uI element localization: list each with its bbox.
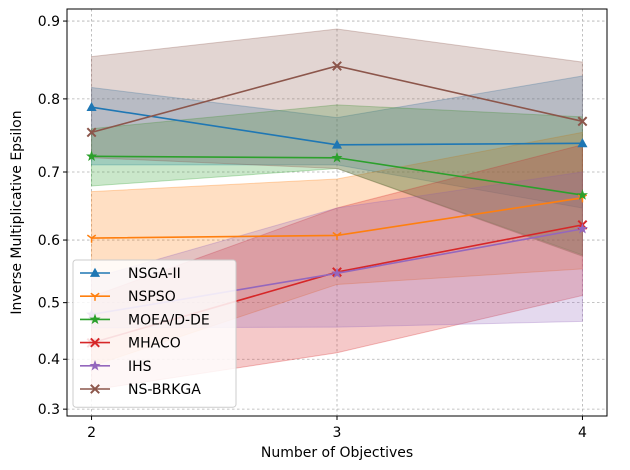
band-2 bbox=[91, 104, 583, 256]
legend-marker bbox=[89, 267, 101, 277]
data-point-4-2 bbox=[576, 223, 588, 234]
x-tick-label: 4 bbox=[578, 425, 587, 441]
y-tick-label: 0.3 bbox=[38, 402, 60, 418]
y-tick-label: 0.5 bbox=[38, 296, 60, 312]
y-tick-label: 0.7 bbox=[38, 165, 60, 181]
data-point-1-0 bbox=[86, 234, 97, 243]
data-point-2-2 bbox=[576, 189, 588, 200]
data-point-2-1 bbox=[331, 151, 343, 163]
legend-entry: NSGA-II bbox=[80, 266, 181, 282]
legend-label: NSGA-II bbox=[128, 266, 181, 282]
y-tick-label: 0.4 bbox=[38, 352, 60, 368]
legend-label: IHS bbox=[128, 359, 152, 375]
legend-label: MOEA/D-DE bbox=[128, 312, 210, 328]
legend-entry: MOEA/D-DE bbox=[80, 312, 210, 328]
data-point-5-2 bbox=[577, 116, 588, 127]
legend-entry: NSPSO bbox=[80, 289, 176, 305]
x-axis-label: Number of Objectives bbox=[261, 445, 413, 461]
legend-box bbox=[72, 259, 237, 408]
y-axis-label: Inverse Multiplicative Epsilon bbox=[9, 110, 25, 314]
y-tick-label: 0.9 bbox=[38, 14, 60, 30]
x-tick-label: 3 bbox=[333, 425, 342, 441]
legend-marker bbox=[90, 337, 100, 348]
legend-label: NSPSO bbox=[128, 289, 176, 305]
y-tick-label: 0.8 bbox=[38, 92, 60, 108]
x-axis-ticks: 2 3 4 bbox=[87, 416, 587, 441]
legend-marker bbox=[90, 292, 100, 301]
data-point-4-1 bbox=[331, 267, 343, 278]
data-point-5-0 bbox=[86, 127, 97, 138]
legend-entry: NS-BRKGA bbox=[80, 382, 201, 398]
legend-entry: MHACO bbox=[80, 336, 181, 352]
data-point-1-1 bbox=[332, 231, 342, 241]
x-tick-label: 2 bbox=[87, 425, 96, 441]
legend-entry: IHS bbox=[80, 359, 152, 375]
y-tick-label: 0.6 bbox=[38, 233, 60, 249]
legend: NSGA-II NSPSO MOEA/D-DE MHACO IHS NS-BRKGA bbox=[72, 259, 237, 408]
legend-label: NS-BRKGA bbox=[128, 382, 201, 398]
legend-label: MHACO bbox=[128, 336, 181, 352]
data-point-0-0 bbox=[86, 101, 97, 112]
series-markers bbox=[86, 61, 588, 348]
data-point-0-1 bbox=[331, 139, 343, 149]
legend-marker bbox=[89, 359, 101, 371]
y-axis-ticks: 0.3 0.4 0.5 0.6 0.7 0.8 0.9 bbox=[38, 14, 67, 418]
data-point-0-2 bbox=[577, 138, 588, 148]
data-point-2-0 bbox=[86, 150, 98, 162]
data-point-5-1 bbox=[332, 61, 342, 71]
legend-marker bbox=[89, 313, 101, 325]
legend-marker bbox=[90, 384, 100, 394]
